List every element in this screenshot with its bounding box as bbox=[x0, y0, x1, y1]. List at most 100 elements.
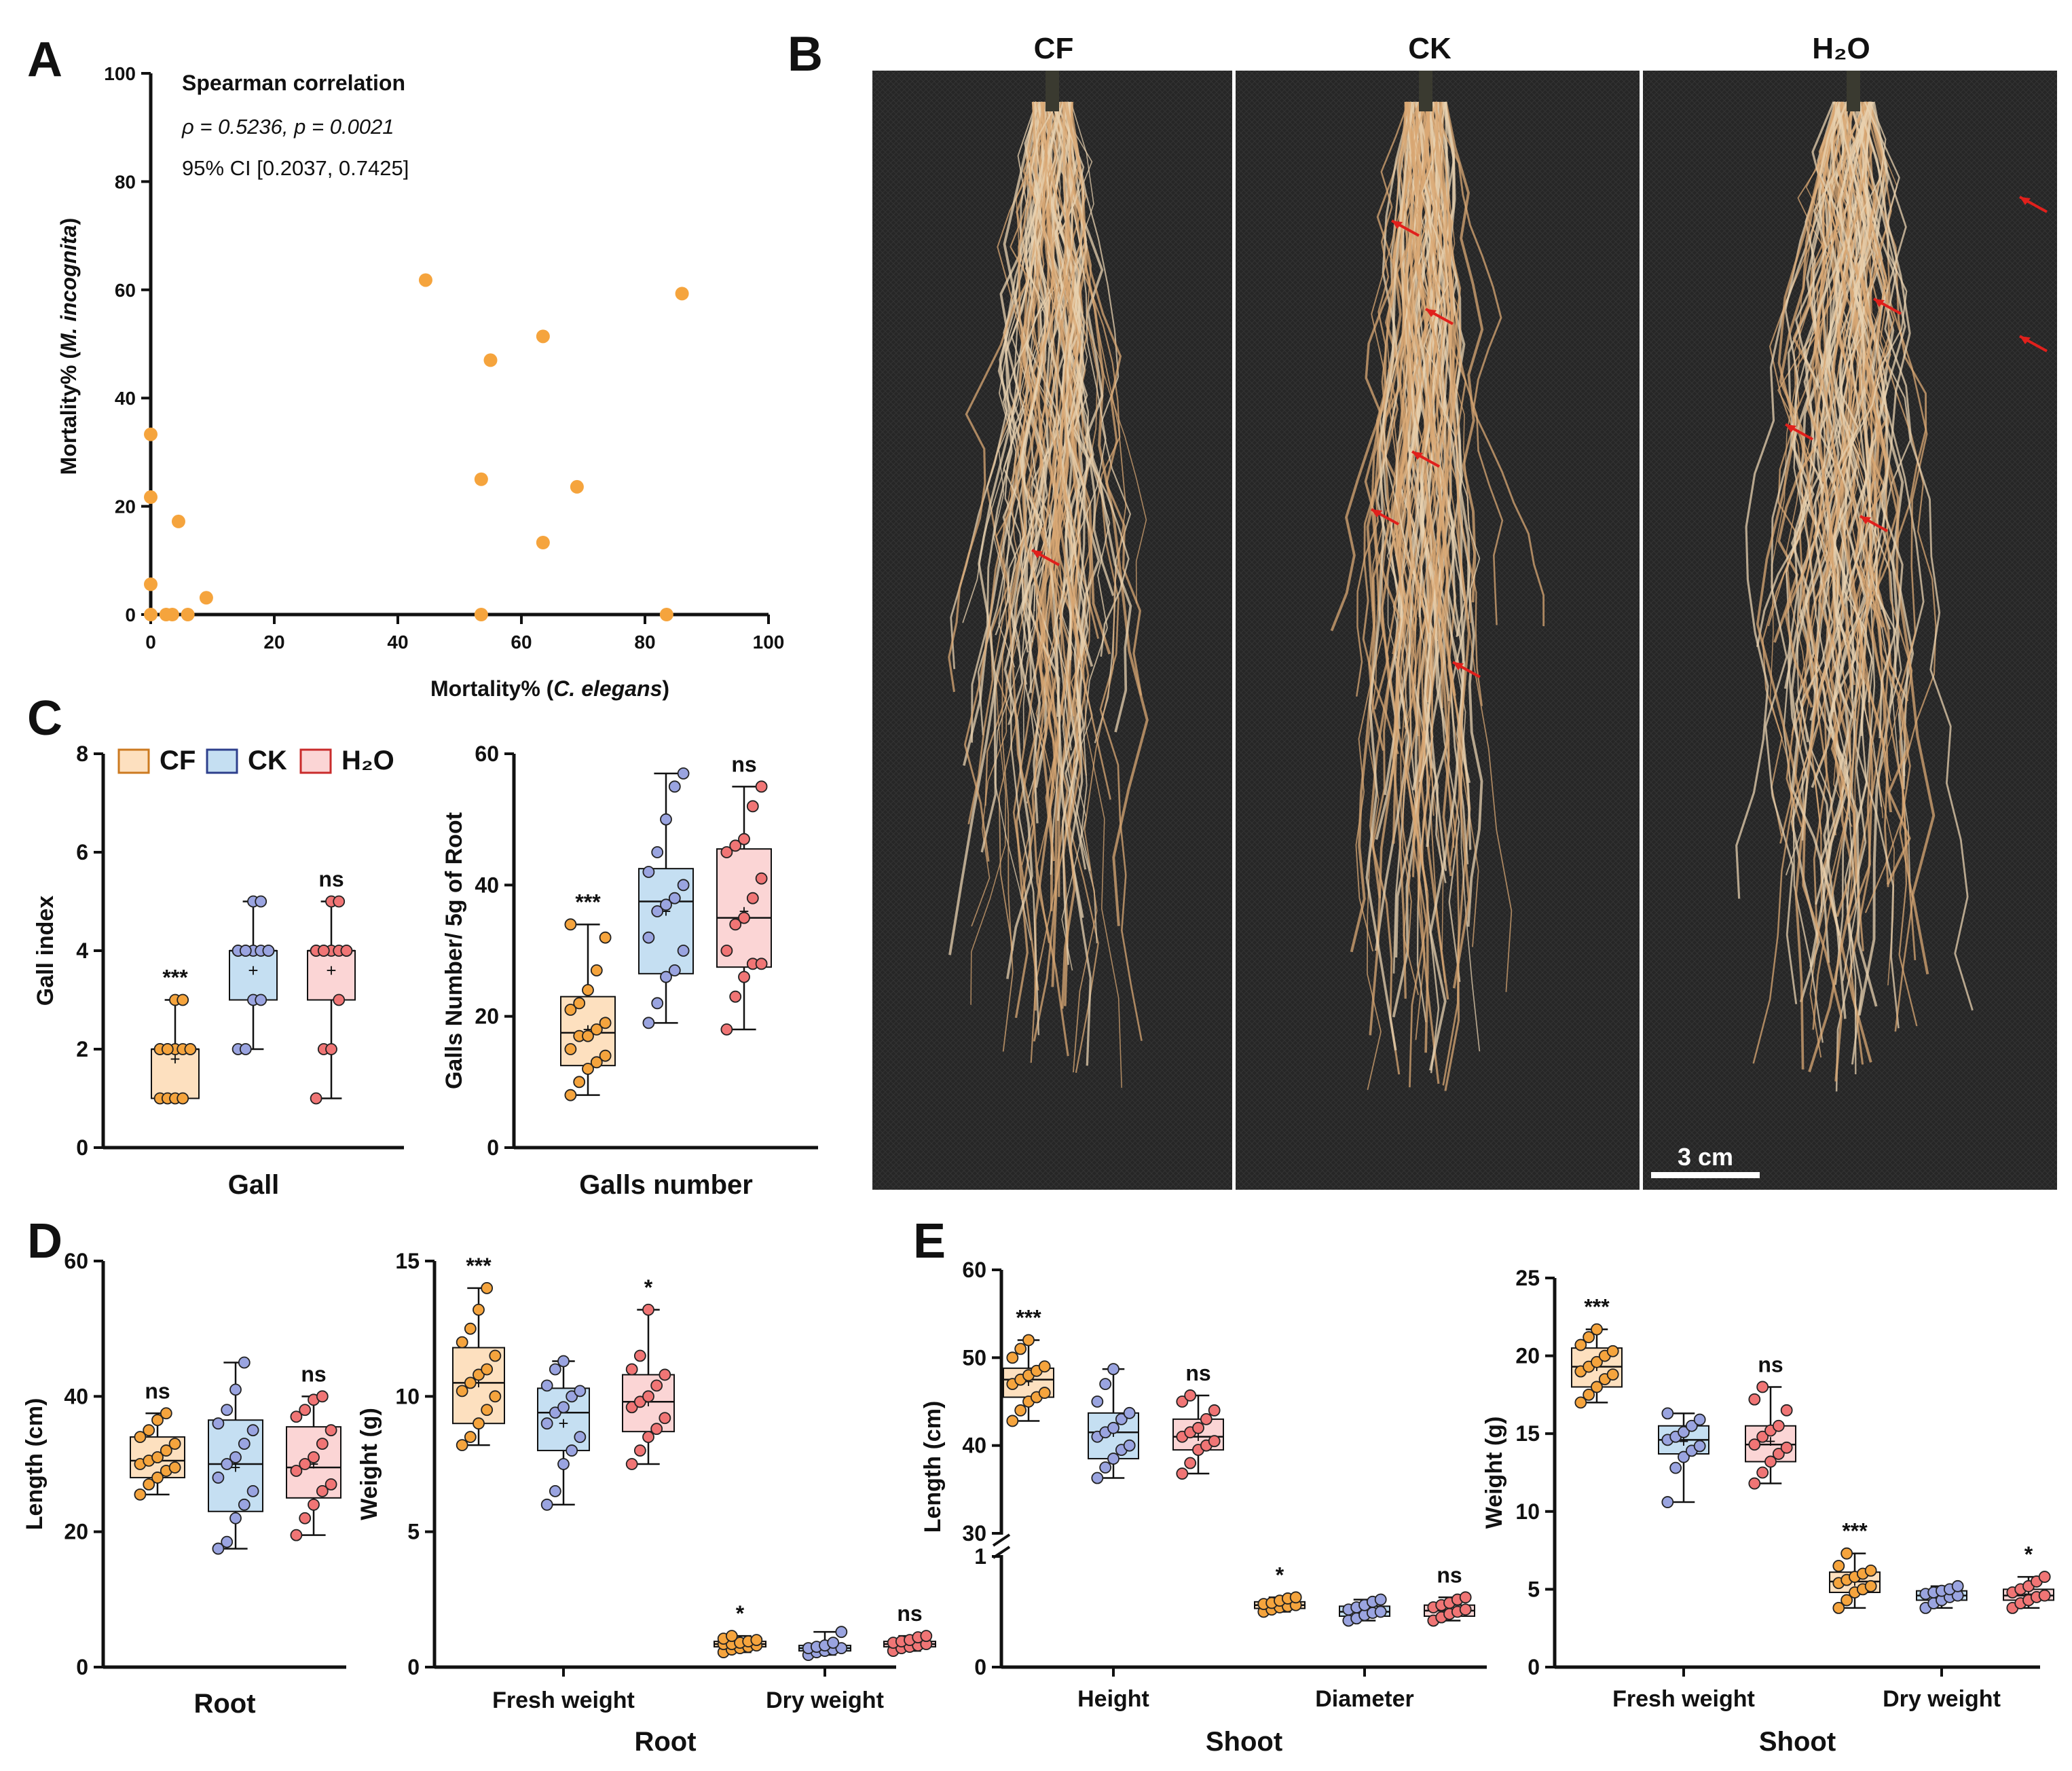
data-point bbox=[1748, 1438, 1761, 1451]
data-point bbox=[310, 1092, 322, 1105]
category-label: Dry weight bbox=[1883, 1686, 2001, 1712]
scatter-point bbox=[181, 608, 195, 621]
data-point bbox=[1832, 1560, 1845, 1572]
data-point bbox=[290, 1410, 303, 1423]
scatter-point bbox=[165, 608, 179, 621]
data-point bbox=[1748, 1393, 1761, 1406]
scatter-point bbox=[474, 472, 488, 486]
data-point bbox=[1661, 1496, 1674, 1508]
data-point bbox=[1693, 1440, 1706, 1453]
data-point bbox=[729, 839, 742, 852]
data-point bbox=[325, 1424, 337, 1437]
root-strand bbox=[1052, 101, 1143, 696]
root-strand bbox=[1048, 101, 1092, 1066]
data-point bbox=[738, 970, 750, 983]
root-strand bbox=[1421, 101, 1481, 620]
arrow-head-icon bbox=[1412, 452, 1423, 460]
y-tick-label: 40 bbox=[962, 1434, 986, 1458]
data-point bbox=[720, 945, 733, 957]
data-point bbox=[590, 964, 603, 976]
data-point bbox=[481, 1281, 494, 1294]
y-tick-label-a: 0 bbox=[125, 604, 136, 625]
scatter-chart-a: 0 20 40 60 80 100 0 20 40 60 80 100 Spearman correl… bbox=[56, 63, 784, 701]
x-axis-label: Root bbox=[634, 1727, 696, 1757]
data-point bbox=[1864, 1564, 1877, 1577]
y-tick-label: 6 bbox=[76, 840, 88, 864]
root-strand bbox=[1386, 101, 1428, 891]
y-axis-label: Weight (g) bbox=[1481, 1417, 1507, 1529]
data-point bbox=[1748, 1477, 1761, 1490]
data-point bbox=[246, 1424, 259, 1437]
significance-label: * bbox=[2024, 1542, 2033, 1567]
data-point bbox=[299, 1512, 312, 1524]
data-point bbox=[835, 1642, 848, 1654]
y-tick-label: 4 bbox=[76, 938, 88, 963]
data-point bbox=[481, 1363, 494, 1376]
axis-break-mark bbox=[992, 1533, 1011, 1547]
data-point bbox=[1289, 1591, 1302, 1604]
photo-label-ck: CK bbox=[1408, 32, 1451, 65]
data-point bbox=[456, 1336, 468, 1349]
x-axis-label: Galls number bbox=[579, 1170, 753, 1200]
data-point bbox=[1038, 1387, 1051, 1399]
data-point bbox=[1184, 1389, 1197, 1402]
y-axis-label: Weight (g) bbox=[356, 1408, 382, 1520]
data-point bbox=[1756, 1381, 1769, 1393]
data-point bbox=[642, 1017, 655, 1029]
root-strand bbox=[1040, 101, 1075, 717]
x-axis-label: Shoot bbox=[1759, 1727, 1836, 1757]
data-point bbox=[464, 1431, 477, 1444]
data-point bbox=[229, 1383, 242, 1396]
root-strand bbox=[1054, 101, 1115, 596]
mean-marker: + bbox=[248, 960, 258, 981]
data-point bbox=[290, 1465, 303, 1477]
mean-marker: + bbox=[326, 960, 336, 981]
root-strand bbox=[1790, 101, 1872, 936]
data-point bbox=[1107, 1453, 1120, 1465]
root-strand bbox=[1444, 101, 1484, 603]
data-point bbox=[1200, 1412, 1213, 1425]
data-point bbox=[1574, 1338, 1587, 1351]
root-strand bbox=[1355, 101, 1416, 952]
data-point bbox=[1107, 1421, 1120, 1434]
data-point bbox=[650, 1379, 663, 1392]
data-point bbox=[1693, 1413, 1706, 1426]
data-point bbox=[677, 767, 690, 780]
data-point bbox=[835, 1626, 848, 1639]
data-point bbox=[582, 984, 594, 996]
significance-label: ns bbox=[1758, 1352, 1783, 1376]
data-point bbox=[642, 931, 655, 944]
data-point bbox=[308, 1451, 320, 1463]
panel-letter-d: D bbox=[27, 1214, 62, 1268]
root-strand bbox=[1053, 101, 1147, 604]
data-point bbox=[481, 1404, 494, 1417]
root-strand bbox=[1406, 101, 1504, 625]
data-point bbox=[574, 1431, 587, 1444]
data-point bbox=[316, 1484, 329, 1497]
y-tick-label: 0 bbox=[76, 1655, 88, 1679]
category-label: Dry weight bbox=[766, 1687, 884, 1713]
y-tick-label: 0 bbox=[407, 1655, 420, 1679]
data-point bbox=[540, 1417, 553, 1430]
data-point bbox=[582, 1029, 594, 1042]
y-axis-label: Galls Number/ 5g of Root bbox=[441, 812, 467, 1089]
y-tick-label: 1 bbox=[974, 1544, 986, 1569]
data-point bbox=[1864, 1580, 1877, 1592]
annotation-stats: ρ = 0.5236, p = 0.0021 bbox=[181, 115, 394, 139]
data-point bbox=[668, 892, 681, 905]
y-tick-label: 20 bbox=[64, 1520, 88, 1544]
data-point bbox=[564, 1004, 577, 1016]
y-axis-label: Gall index bbox=[33, 896, 58, 1006]
data-point bbox=[1772, 1419, 1785, 1432]
data-point bbox=[1685, 1419, 1698, 1432]
legend-swatch-cf bbox=[117, 748, 150, 774]
x-tick-label-a: 60 bbox=[511, 632, 532, 653]
y-tick-label: 25 bbox=[1515, 1266, 1540, 1290]
data-point bbox=[755, 957, 768, 970]
data-point bbox=[564, 1089, 577, 1101]
root-strand bbox=[1066, 101, 1127, 1073]
